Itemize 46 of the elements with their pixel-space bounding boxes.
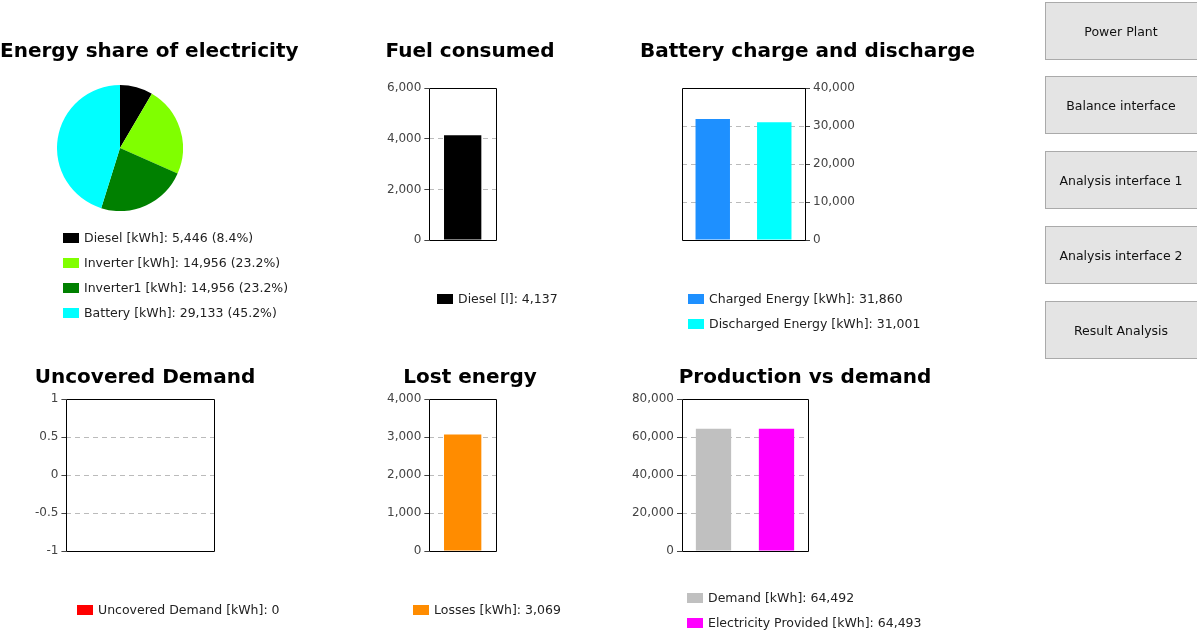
- y-tick-label: 0.5: [39, 429, 59, 444]
- y-tick-label: 60,000: [631, 429, 674, 444]
- y-tick-label: 4,000: [386, 391, 422, 406]
- y-tick-label: 1,000: [386, 505, 422, 520]
- y-tick-label: 2,000: [386, 467, 422, 482]
- y2-tick-label: 30,000: [813, 118, 856, 133]
- chart-title: Lost energy: [402, 364, 538, 388]
- legend-label: Diesel [kWh]: 5,446 (8.4%): [84, 230, 254, 245]
- text: Result Analysis: [1073, 322, 1169, 338]
- y-tick-label: 6,000: [386, 80, 422, 95]
- y2-tick-label: 40,000: [813, 80, 856, 95]
- chart-title: Production vs demand: [677, 364, 933, 388]
- y-tick-label: 0: [413, 543, 422, 558]
- y2-tick-label: 20,000: [813, 156, 856, 171]
- y-tick-label: 40,000: [631, 467, 674, 482]
- legend-label: Demand [kWh]: 64,492: [708, 590, 855, 605]
- y-tick-label: -1: [46, 543, 59, 558]
- y-tick-label: 1: [50, 391, 59, 406]
- text: Power Plant: [1084, 23, 1158, 39]
- chart-title: Fuel consumed: [384, 38, 556, 62]
- y-tick-label: 3,000: [386, 429, 422, 444]
- legend-label: Battery [kWh]: 29,133 (45.2%): [84, 305, 277, 320]
- legend-label: Electricity Provided [kWh]: 64,493: [708, 615, 922, 630]
- y-tick-label: 20,000: [631, 505, 674, 520]
- y2-tick-label: 0: [813, 232, 821, 247]
- legend-label: Uncovered Demand [kWh]: 0: [98, 602, 280, 617]
- text: Analysis interface 2: [1059, 247, 1183, 263]
- chart-title: Battery charge and discharge: [640, 38, 976, 62]
- chart-title: Uncovered Demand: [33, 364, 257, 388]
- y-tick-label: 0: [50, 467, 59, 482]
- chart-title: Energy share of electricity: [0, 38, 299, 62]
- text: Balance interface: [1066, 97, 1176, 113]
- legend-label: Inverter1 [kWh]: 14,956 (23.2%): [84, 280, 289, 295]
- y-tick-label: 80,000: [631, 391, 674, 406]
- y-tick-label: 0: [666, 543, 674, 558]
- y-tick-label: -0.5: [34, 505, 59, 520]
- legend-label: Discharged Energy [kWh]: 31,001: [709, 316, 921, 331]
- y2-tick-label: 10,000: [813, 194, 856, 209]
- text: Analysis interface 1: [1059, 172, 1183, 188]
- legend-label: Inverter [kWh]: 14,956 (23.2%): [84, 255, 281, 270]
- y-tick-label: 4,000: [386, 130, 422, 145]
- legend-label: Charged Energy [kWh]: 31,860: [709, 291, 903, 306]
- legend-label: Diesel [l]: 4,137: [458, 291, 558, 306]
- y-tick-label: 2,000: [386, 181, 422, 196]
- y-tick-label: 0: [413, 232, 422, 247]
- legend-label: Losses [kWh]: 3,069: [434, 602, 561, 617]
